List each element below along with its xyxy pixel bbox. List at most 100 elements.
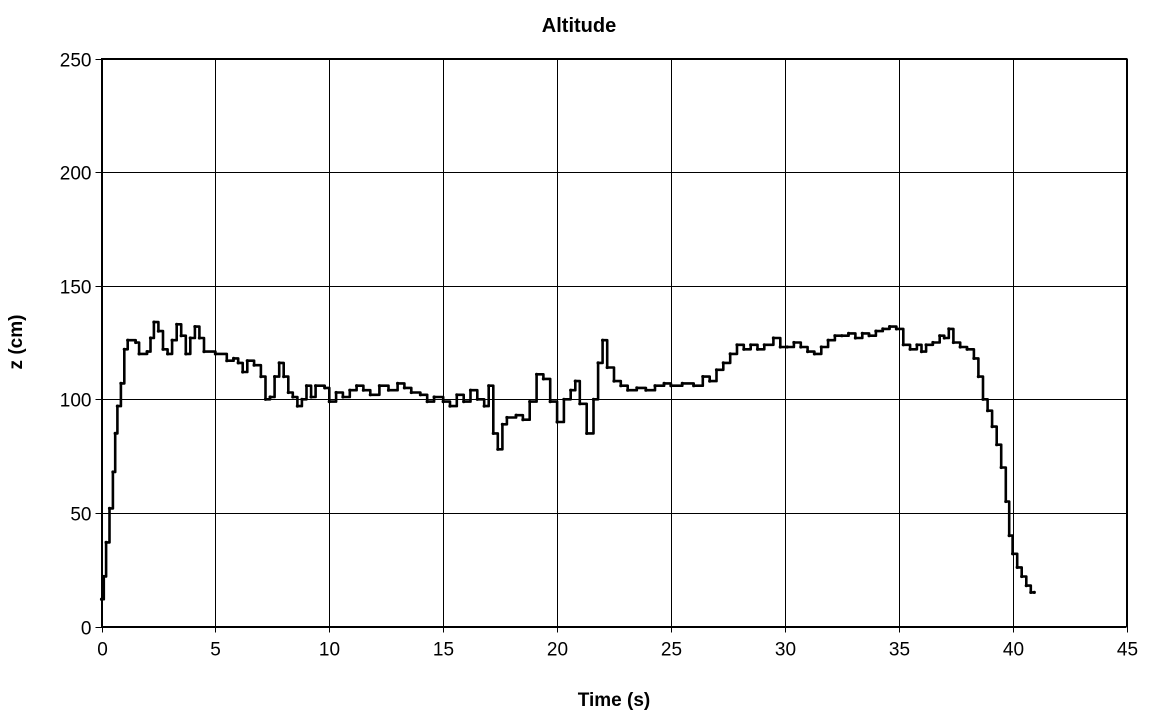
data-point xyxy=(528,400,532,404)
data-point xyxy=(653,384,657,388)
data-point xyxy=(578,402,582,406)
data-point xyxy=(819,345,823,349)
data-point xyxy=(762,343,766,347)
data-point xyxy=(1015,565,1019,570)
data-point xyxy=(505,415,509,420)
data-point xyxy=(175,322,179,326)
data-point xyxy=(377,384,381,388)
series-layer xyxy=(99,320,1036,601)
x-tick-label: 10 xyxy=(319,640,340,661)
data-point xyxy=(965,347,969,351)
data-point xyxy=(482,404,486,408)
data-point xyxy=(166,352,170,356)
data-point xyxy=(455,393,459,397)
y-tick-label: 200 xyxy=(60,164,92,185)
data-point xyxy=(792,340,796,345)
data-point xyxy=(833,334,837,338)
data-point xyxy=(701,375,705,379)
data-point xyxy=(919,350,924,354)
data-point xyxy=(749,343,753,347)
data-point xyxy=(785,345,789,349)
data-point xyxy=(1032,590,1036,595)
data-point xyxy=(368,393,372,397)
data-point xyxy=(309,395,313,399)
data-point xyxy=(799,345,803,349)
data-point xyxy=(867,334,871,338)
data-point xyxy=(193,325,197,329)
data-point xyxy=(680,381,684,385)
data-point xyxy=(102,574,106,579)
data-point xyxy=(972,356,976,360)
data-point xyxy=(184,352,188,356)
data-point xyxy=(418,393,422,397)
data-point xyxy=(995,443,999,447)
data-point xyxy=(441,400,445,404)
data-point xyxy=(585,431,589,435)
data-point xyxy=(468,388,473,392)
data-point xyxy=(304,384,309,388)
data-point xyxy=(888,325,892,329)
data-point xyxy=(999,465,1003,470)
data-point xyxy=(282,375,286,379)
data-point xyxy=(778,345,782,349)
data-point xyxy=(555,420,559,424)
data-point xyxy=(119,381,123,385)
data-point xyxy=(728,352,732,356)
data-point xyxy=(115,404,119,408)
x-tick-label: 15 xyxy=(433,640,454,661)
data-point xyxy=(213,352,217,356)
x-tick-label: 25 xyxy=(661,640,682,661)
data-point xyxy=(126,338,130,342)
data-point xyxy=(981,397,985,401)
data-point xyxy=(386,388,391,392)
data-point xyxy=(806,350,810,354)
data-point xyxy=(500,422,504,426)
data-point xyxy=(692,384,696,388)
data-point xyxy=(300,397,304,401)
data-point xyxy=(252,363,256,367)
data-point xyxy=(170,338,174,342)
x-tick-label: 35 xyxy=(889,640,910,661)
data-point xyxy=(635,386,639,390)
data-point xyxy=(662,381,666,385)
data-point xyxy=(1004,499,1008,504)
data-point xyxy=(908,347,912,351)
data-point xyxy=(1029,590,1033,595)
data-point xyxy=(847,331,851,335)
data-point xyxy=(402,386,406,390)
data-point xyxy=(145,350,149,354)
data-point xyxy=(860,331,864,335)
data-point xyxy=(938,334,942,338)
data-point xyxy=(840,334,844,338)
data-point xyxy=(314,384,318,388)
data-point xyxy=(591,397,596,401)
data-point xyxy=(148,336,153,340)
data-point xyxy=(605,365,609,370)
data-point xyxy=(432,395,436,399)
x-tick-label: 45 xyxy=(1117,640,1138,661)
data-point xyxy=(1007,534,1011,538)
data-point xyxy=(273,375,277,379)
data-point xyxy=(771,336,776,340)
data-point xyxy=(137,352,141,356)
y-tick-label: 0 xyxy=(81,619,92,640)
data-point xyxy=(881,327,885,331)
data-point xyxy=(241,370,245,374)
data-point xyxy=(1024,584,1028,588)
data-point xyxy=(573,379,577,383)
data-point xyxy=(901,343,905,347)
x-axis-ticks: 0 5 10 15 20 25 30 35 40 45 xyxy=(97,626,1138,661)
data-point xyxy=(915,343,919,347)
x-tick-label: 5 xyxy=(210,640,221,661)
data-point xyxy=(107,506,112,510)
data-point xyxy=(259,375,263,379)
data-point xyxy=(188,336,192,340)
x-axis-label: Time (s) xyxy=(578,690,651,711)
data-point xyxy=(111,470,115,474)
data-point xyxy=(619,384,623,388)
data-point xyxy=(295,404,299,408)
data-point xyxy=(134,340,138,345)
chart-title: Altitude xyxy=(542,15,616,37)
data-point xyxy=(286,390,290,395)
